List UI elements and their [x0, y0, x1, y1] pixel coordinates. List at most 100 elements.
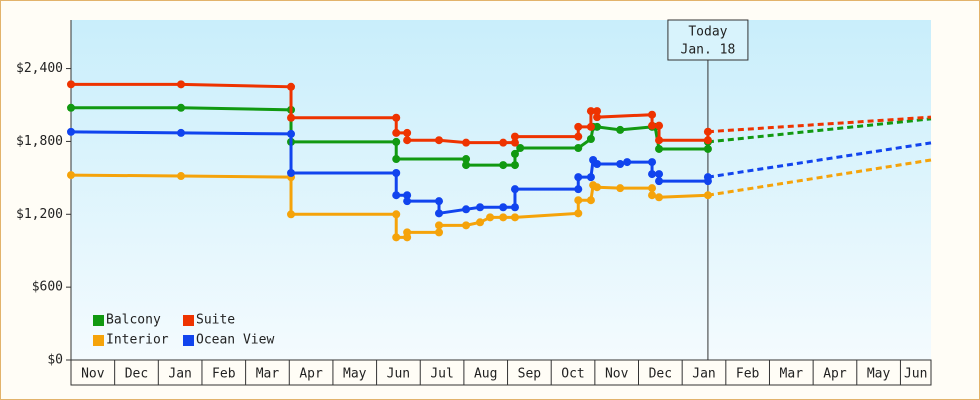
x-tick-label: Nov	[81, 367, 105, 382]
legend-swatch	[183, 315, 194, 326]
point	[499, 213, 508, 222]
legend-label: Suite	[196, 313, 235, 328]
point	[586, 122, 595, 131]
point	[616, 160, 625, 169]
point	[287, 210, 296, 219]
x-tick-label: Feb	[736, 367, 760, 382]
point	[287, 82, 296, 91]
point	[499, 138, 508, 147]
point	[510, 138, 519, 147]
y-tick-label: $1,800	[16, 134, 63, 149]
x-tick-label: Dec	[649, 367, 672, 382]
legend-swatch	[93, 335, 104, 346]
point	[586, 135, 595, 143]
point	[593, 113, 602, 122]
point	[616, 125, 625, 134]
point	[403, 136, 412, 145]
point	[655, 121, 664, 130]
point	[655, 136, 664, 145]
point	[655, 144, 664, 153]
point	[593, 183, 602, 192]
x-tick-label: Aug	[474, 367, 497, 382]
point	[623, 158, 632, 167]
forecast-line	[707, 158, 932, 197]
point	[462, 161, 471, 170]
point	[392, 210, 401, 219]
point	[586, 173, 595, 182]
y-tick-label: $600	[32, 280, 63, 295]
point	[392, 113, 401, 122]
y-tick-label: $0	[47, 353, 63, 368]
point	[574, 173, 583, 182]
point	[616, 184, 625, 193]
y-tick-label: $1,200	[16, 207, 63, 222]
point	[392, 155, 401, 164]
legend-swatch	[183, 335, 194, 346]
point	[435, 221, 444, 230]
x-tick-label: Dec	[125, 367, 148, 382]
point	[703, 144, 712, 153]
x-tick-label: Jul	[430, 367, 453, 382]
point	[462, 221, 471, 230]
point	[177, 103, 186, 112]
legend-label: Ocean View	[196, 333, 274, 348]
point	[655, 177, 664, 186]
point	[648, 121, 657, 130]
point	[586, 107, 595, 116]
annotation-text: Jan. 18	[681, 43, 736, 58]
point	[510, 185, 519, 194]
point	[510, 161, 519, 170]
point	[435, 209, 444, 218]
point	[392, 137, 401, 146]
x-tick-label: Apr	[299, 367, 323, 382]
point	[67, 103, 75, 112]
point	[648, 191, 657, 200]
point	[67, 127, 75, 136]
forecast-line	[707, 117, 932, 144]
annotation-text: Today	[688, 25, 727, 40]
point	[476, 203, 485, 212]
point	[703, 127, 712, 136]
x-tick-label: Sep	[518, 367, 542, 382]
point	[499, 203, 508, 212]
point	[648, 158, 657, 167]
point	[67, 80, 75, 89]
x-tick-label: Nov	[605, 367, 629, 382]
point	[703, 173, 712, 182]
x-tick-label: May	[343, 367, 367, 382]
point	[574, 132, 583, 141]
point	[403, 197, 412, 206]
point	[593, 107, 602, 116]
point	[574, 209, 583, 218]
x-tick-label: Jan	[168, 367, 191, 382]
point	[703, 136, 712, 145]
point	[703, 191, 712, 200]
x-tick-label: Feb	[212, 367, 236, 382]
point	[648, 110, 657, 119]
point	[462, 138, 471, 147]
point	[392, 191, 401, 200]
x-tick-label: May	[867, 367, 891, 382]
point	[287, 169, 296, 177]
point	[177, 80, 186, 89]
point	[510, 149, 519, 158]
point	[462, 205, 471, 214]
x-tick-label: Oct	[561, 367, 584, 382]
legend-label: Balcony	[106, 313, 161, 328]
point	[476, 218, 485, 227]
x-tick-label: Mar	[780, 367, 804, 382]
point	[499, 161, 508, 170]
point	[403, 128, 412, 137]
point	[510, 213, 519, 222]
point	[586, 196, 595, 205]
legend-label: Interior	[106, 333, 169, 348]
point	[593, 160, 602, 169]
point	[516, 143, 525, 152]
forecast-line	[707, 115, 932, 134]
point	[403, 228, 412, 237]
point	[593, 122, 602, 131]
point	[462, 155, 471, 164]
point	[648, 170, 657, 179]
point	[574, 196, 583, 205]
x-tick-label: Jun	[387, 367, 410, 382]
